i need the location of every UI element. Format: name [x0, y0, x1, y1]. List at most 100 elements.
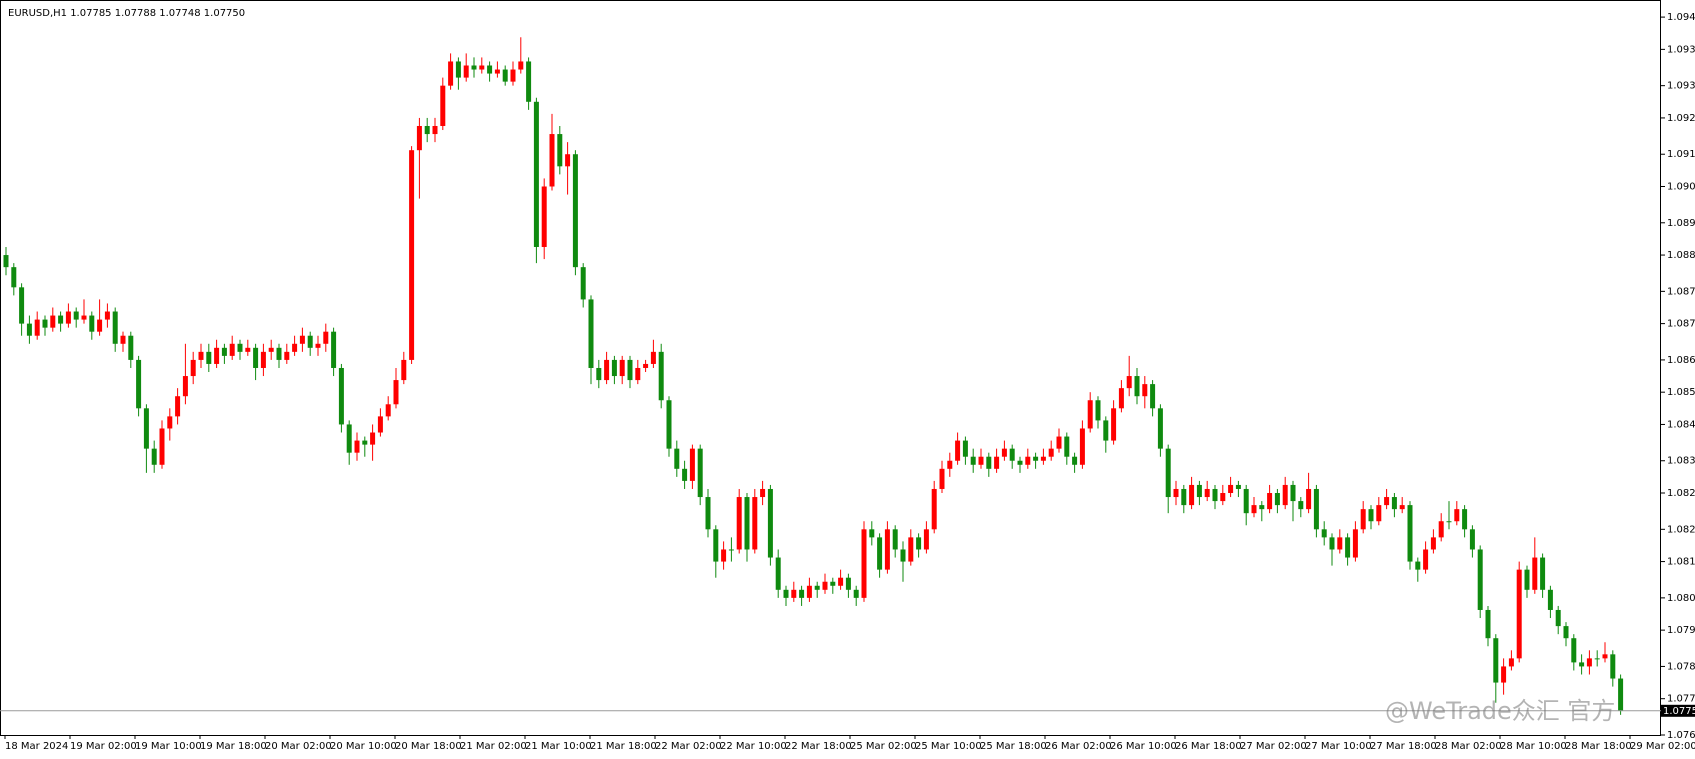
- x-tick-label: 29 Mar 02:00: [1630, 741, 1695, 752]
- y-tick-label: 1.0930: [1667, 81, 1695, 92]
- candle-body: [1329, 537, 1335, 550]
- candle-body: [1391, 497, 1397, 510]
- candle-body: [814, 585, 820, 590]
- candle-body: [175, 396, 181, 417]
- candle-body: [986, 456, 992, 469]
- candle-body: [1602, 654, 1608, 659]
- y-tick-label: 1.0820: [1667, 524, 1695, 535]
- candle-body: [955, 440, 961, 461]
- candle-body: [1282, 484, 1288, 506]
- candle-body: [549, 134, 555, 187]
- candle-body: [1454, 509, 1460, 522]
- candle-body: [409, 150, 415, 360]
- candle-body: [424, 125, 430, 135]
- y-tick-label: 1.0795: [1667, 625, 1695, 636]
- candle-body: [268, 347, 274, 352]
- candle-body: [643, 363, 649, 368]
- candle-body: [1579, 662, 1585, 667]
- candle-body: [1064, 436, 1070, 457]
- candle-body: [42, 319, 48, 328]
- watermark: @WeTrade众汇 官方: [1385, 697, 1615, 725]
- candle-body: [619, 359, 625, 377]
- candle-body: [611, 359, 617, 377]
- candle-body: [1485, 609, 1491, 639]
- candle-body: [1033, 456, 1039, 461]
- x-tick-label: 19 Mar 10:00: [135, 741, 202, 752]
- candle-body: [1462, 509, 1468, 530]
- candle-body: [697, 448, 703, 498]
- candle-body: [674, 448, 680, 469]
- candle-body: [1306, 488, 1312, 510]
- candle-body: [214, 347, 220, 364]
- candle-body: [1508, 658, 1514, 667]
- candle-body: [689, 448, 695, 481]
- y-tick-label: 1.0829: [1667, 488, 1695, 499]
- candle-body: [627, 359, 633, 381]
- candle-body: [432, 125, 438, 135]
- candle-body: [806, 585, 812, 598]
- candle-body: [143, 408, 149, 449]
- candle-body: [370, 432, 376, 445]
- candle-body: [767, 488, 773, 558]
- candle-body: [1368, 509, 1374, 522]
- y-tick-label: 1.0846: [1667, 419, 1695, 430]
- candle-body: [1524, 569, 1530, 590]
- candle-body: [1321, 529, 1327, 538]
- candle-body: [120, 335, 126, 344]
- candle-body: [1072, 456, 1078, 465]
- candle-body: [565, 154, 571, 167]
- candle-body: [1111, 408, 1117, 441]
- candle-body: [775, 557, 781, 590]
- x-tick-label: 20 Mar 18:00: [395, 741, 462, 752]
- candle-body: [1501, 666, 1507, 683]
- candle-body: [1352, 529, 1358, 558]
- candle-body: [869, 529, 875, 538]
- x-tick-label: 21 Mar 18:00: [590, 741, 657, 752]
- candle-body: [206, 351, 212, 364]
- candle-body: [791, 589, 797, 598]
- candle-body: [346, 424, 352, 453]
- y-tick-label: 1.0922: [1667, 113, 1695, 124]
- candle-body: [1376, 505, 1382, 522]
- candle-body: [744, 497, 750, 550]
- candle-body: [713, 529, 719, 562]
- candle-body: [830, 581, 836, 586]
- candle-body: [1586, 658, 1592, 667]
- candle-body: [1337, 537, 1343, 550]
- candle-body: [1181, 488, 1187, 506]
- x-tick-label: 26 Mar 18:00: [1175, 741, 1242, 752]
- candle-body: [1009, 448, 1015, 461]
- y-tick-label: 1.0769: [1667, 730, 1695, 741]
- candle-body: [1267, 493, 1273, 510]
- candle-body: [221, 347, 227, 356]
- candle-body: [245, 347, 251, 352]
- candle-body: [908, 537, 914, 562]
- candle-body: [1555, 609, 1561, 627]
- candle-body: [1516, 569, 1522, 659]
- candle-body: [705, 497, 711, 530]
- y-tick-label: 1.0812: [1667, 557, 1695, 568]
- candle-body: [1079, 428, 1085, 465]
- candle-body: [1618, 678, 1624, 711]
- candle-body: [182, 376, 188, 397]
- candle-body: [1493, 638, 1499, 683]
- candle-body: [1157, 408, 1163, 449]
- candle-body: [159, 428, 165, 465]
- candle-body: [923, 529, 929, 550]
- candle-body: [526, 61, 532, 102]
- candle-body: [479, 65, 485, 70]
- y-tick-label: 1.0888: [1667, 250, 1695, 261]
- candle-body: [877, 537, 883, 570]
- candle-body: [962, 440, 968, 457]
- candle-body: [1165, 448, 1171, 498]
- candle-body: [728, 549, 734, 551]
- candle-body: [58, 315, 64, 324]
- candle-body: [666, 400, 672, 449]
- chart-title: EURUSD,H1 1.07785 1.07788 1.07748 1.0775…: [8, 8, 245, 19]
- candle-body: [1532, 557, 1538, 590]
- y-tick-label: 1.0905: [1667, 181, 1695, 192]
- candle-body: [1220, 493, 1226, 502]
- price-label: 1.07750: [1663, 706, 1695, 717]
